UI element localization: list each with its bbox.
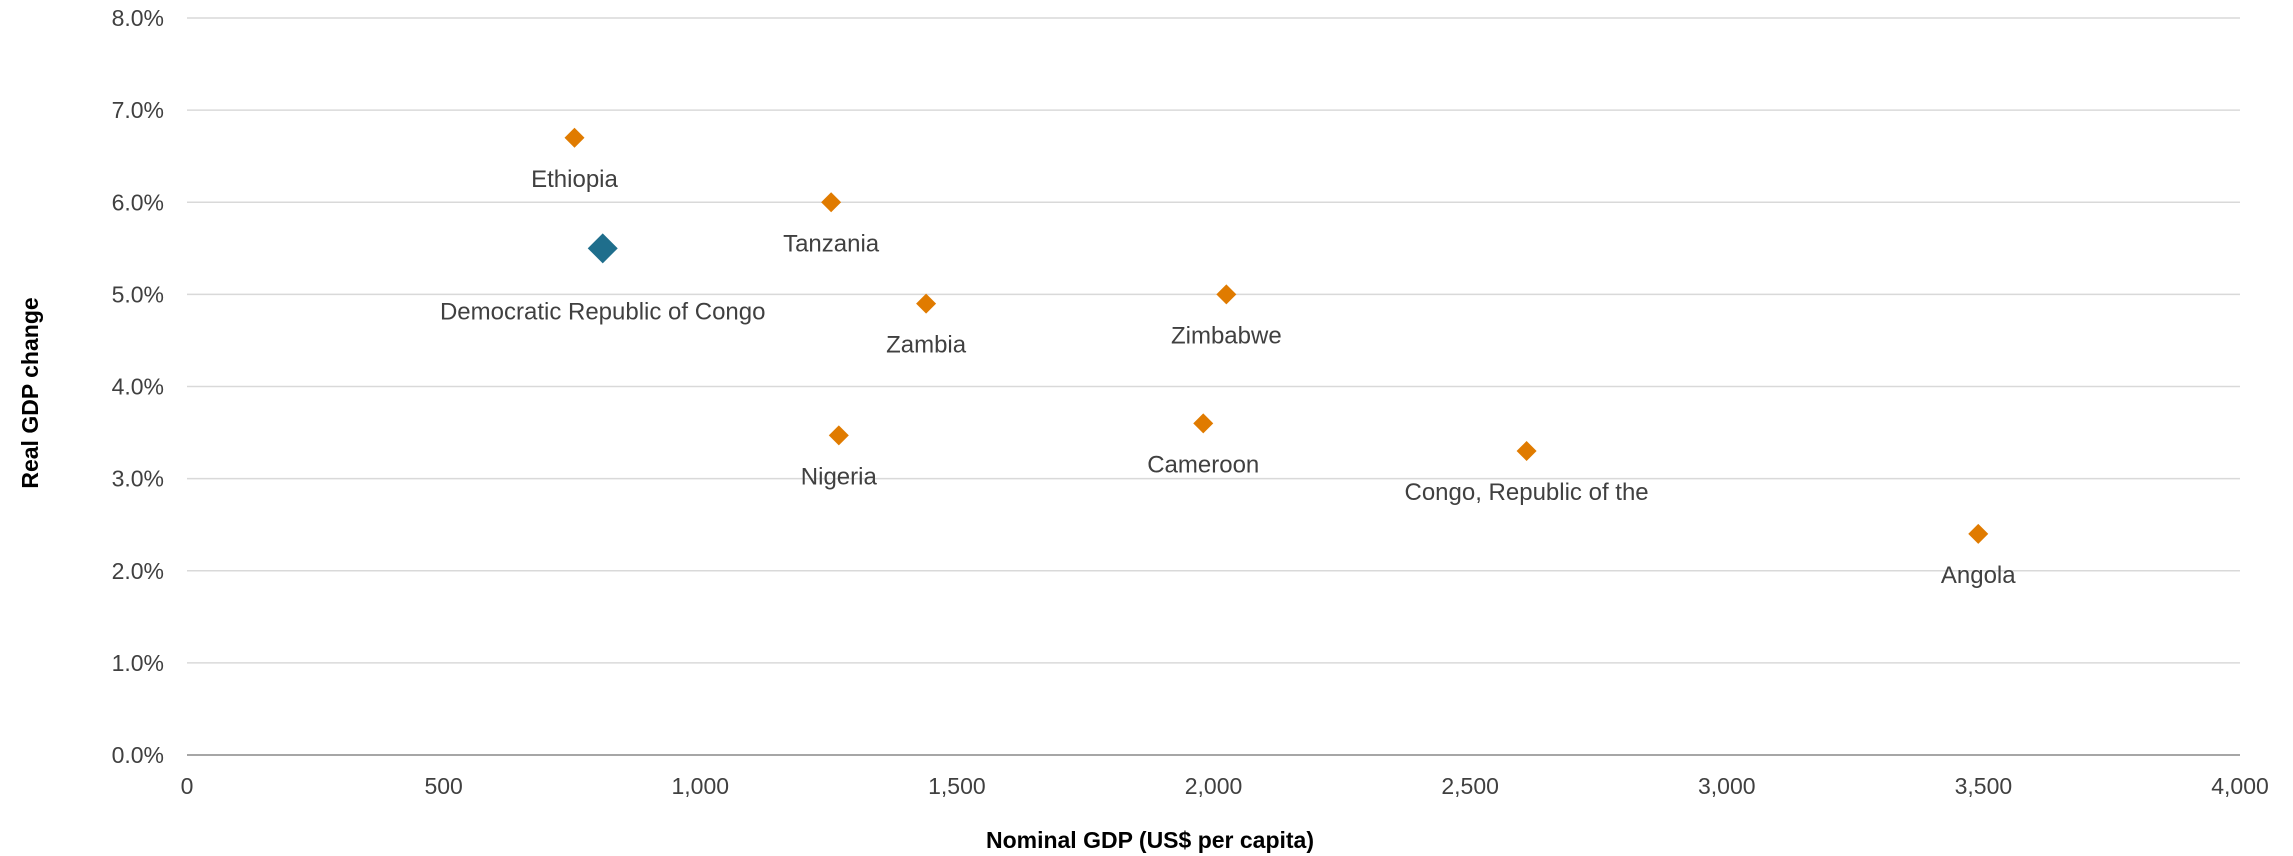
point-label: Ethiopia [531, 166, 618, 193]
y-tick-label: 7.0% [112, 97, 164, 123]
x-tick-label: 3,000 [1698, 773, 1756, 799]
data-point-congo-republic-of-the [1516, 440, 1537, 461]
data-point-democratic-republic-of-congo [587, 233, 618, 264]
gridlines [187, 17, 2240, 664]
point-label: Nigeria [801, 463, 878, 490]
point-label: Cameroon [1147, 451, 1259, 478]
point-label: Tanzania [783, 230, 880, 257]
y-tick-label: 6.0% [112, 189, 164, 215]
data-point-zambia [916, 293, 937, 314]
data-point-nigeria [828, 425, 849, 446]
y-tick-label: 0.0% [112, 742, 164, 768]
x-tick-label: 1,500 [928, 773, 986, 799]
data-point-zimbabwe [1216, 284, 1237, 305]
y-tick-label: 5.0% [112, 281, 164, 307]
data-point-cameroon [1193, 413, 1214, 434]
y-tick-label: 2.0% [112, 558, 164, 584]
x-tick-label: 3,500 [1955, 773, 2013, 799]
x-tick-label: 0 [181, 773, 194, 799]
tick-labels: 0.0% 1.0% 2.0% 3.0% 4.0% 5.0% 6.0% 7.0% 8.0% 0 500… [112, 5, 2269, 799]
x-tick-label: 2,500 [1441, 773, 1499, 799]
data-point-ethiopia [564, 127, 585, 148]
point-label: Congo, Republic of the [1404, 479, 1648, 506]
x-tick-label: 500 [424, 773, 462, 799]
x-tick-label: 1,000 [671, 773, 729, 799]
y-axis-title: Real GDP change [17, 297, 43, 488]
y-tick-label: 1.0% [112, 650, 164, 676]
x-axis-title: Nominal GDP (US$ per capita) [986, 827, 1314, 853]
point-label: Angola [1941, 562, 2016, 589]
x-tick-label: 2,000 [1185, 773, 1243, 799]
data-points [564, 127, 1989, 544]
y-tick-label: 4.0% [112, 374, 164, 400]
data-point-tanzania [821, 192, 842, 213]
y-tick-label: 3.0% [112, 466, 164, 492]
point-label: Democratic Republic of Congo [440, 298, 766, 325]
x-tick-label: 4,000 [2211, 773, 2269, 799]
point-label: Zimbabwe [1171, 322, 1282, 349]
point-label: Zambia [886, 332, 967, 359]
data-point-angola [1968, 523, 1989, 544]
y-tick-label: 8.0% [112, 5, 164, 31]
point-labels: Ethiopia Democratic Republic of Congo Tanz… [440, 166, 2016, 589]
